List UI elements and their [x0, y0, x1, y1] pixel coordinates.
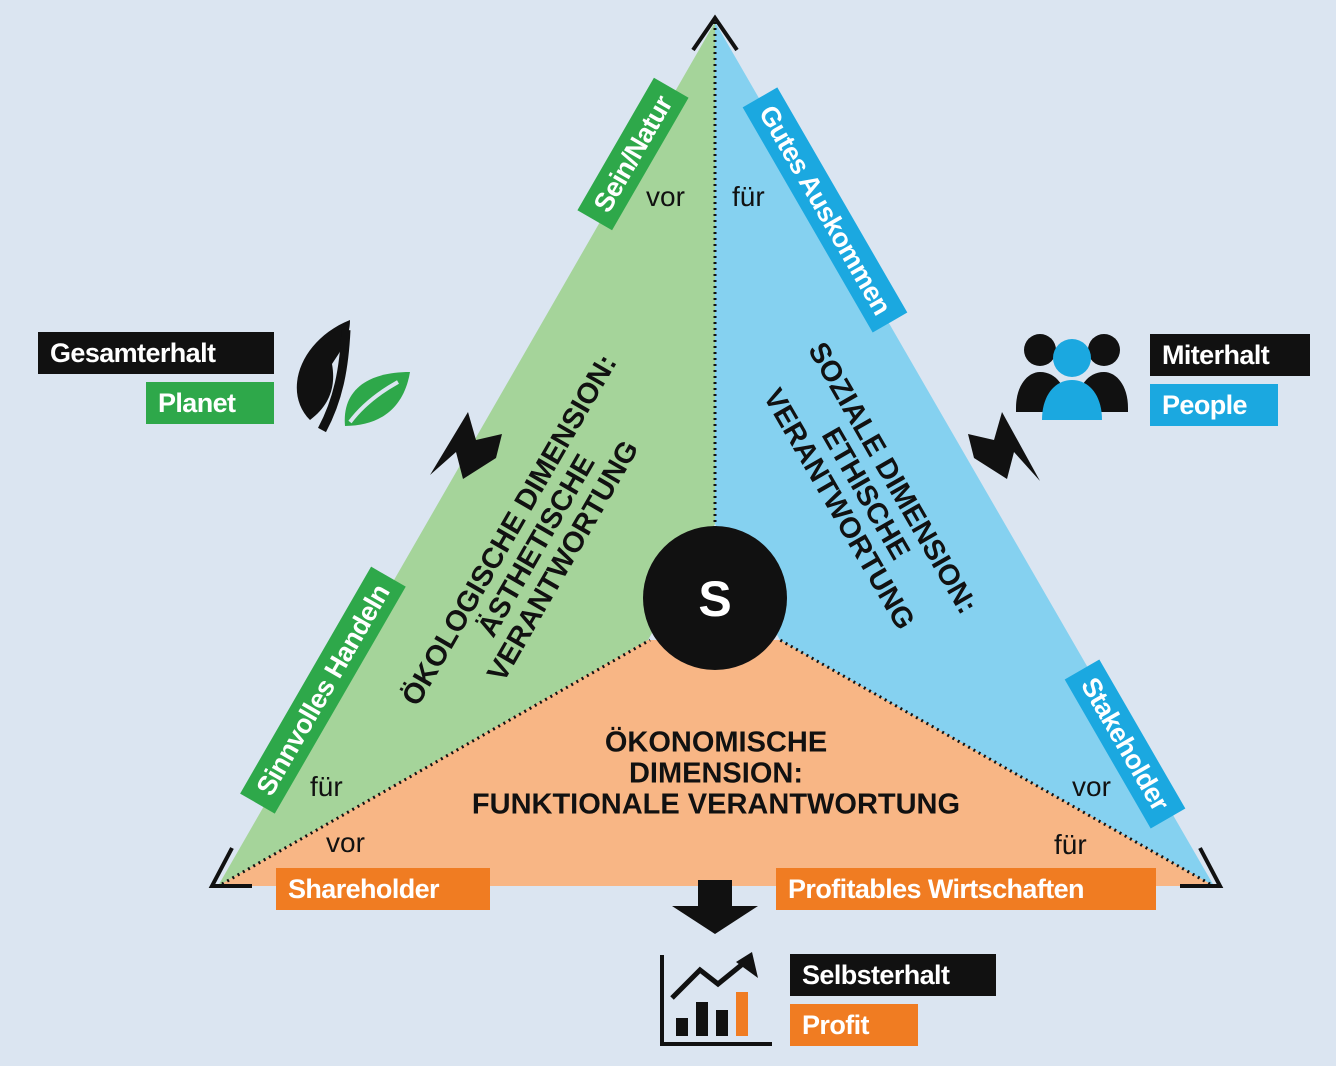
center-circle	[643, 526, 787, 670]
arrow-people-icon	[968, 412, 1040, 481]
connector-fuer-top: für	[732, 181, 765, 212]
economic-line-1: ÖKONOMISCHE	[604, 726, 828, 759]
arrow-profit-icon	[672, 880, 758, 934]
arrow-planet-icon	[430, 412, 502, 479]
label-gesamterhalt: Gesamterhalt	[38, 332, 274, 374]
growth-chart-icon	[660, 952, 772, 1046]
people-group-icon	[1016, 334, 1128, 420]
label-people: People	[1150, 384, 1278, 426]
connector-fuer-right: für	[1054, 829, 1087, 860]
label-miterhalt: Miterhalt	[1150, 334, 1310, 376]
leaf-icon	[296, 320, 410, 433]
economic-sector	[218, 640, 1214, 886]
connector-fuer-left: für	[310, 771, 343, 802]
label-shareholder: Shareholder	[276, 868, 490, 910]
economic-line-2: DIMENSION:	[628, 757, 803, 790]
connector-vor-right: vor	[1072, 771, 1111, 802]
divider-right	[779, 638, 1211, 886]
label-profit: Profit	[790, 1004, 918, 1046]
label-selbsterhalt: Selbsterhalt	[790, 954, 996, 996]
divider-left	[221, 638, 651, 886]
center-symbol: S	[698, 571, 731, 627]
connector-vor-top: vor	[646, 181, 685, 212]
connector-vor-left: vor	[326, 827, 365, 858]
economic-dimension-text: ÖKONOMISCHE DIMENSION: FUNKTIONALE VERAN…	[471, 726, 961, 821]
top-corner-mark	[691, 14, 739, 52]
economic-line-3: FUNKTIONALE VERANTWORTUNG	[471, 788, 961, 821]
left-corner-mark	[208, 847, 252, 888]
label-planet: Planet	[146, 382, 274, 424]
right-corner-mark	[1180, 847, 1224, 888]
label-profitables-wirtschaften: Profitables Wirtschaften	[776, 868, 1156, 910]
